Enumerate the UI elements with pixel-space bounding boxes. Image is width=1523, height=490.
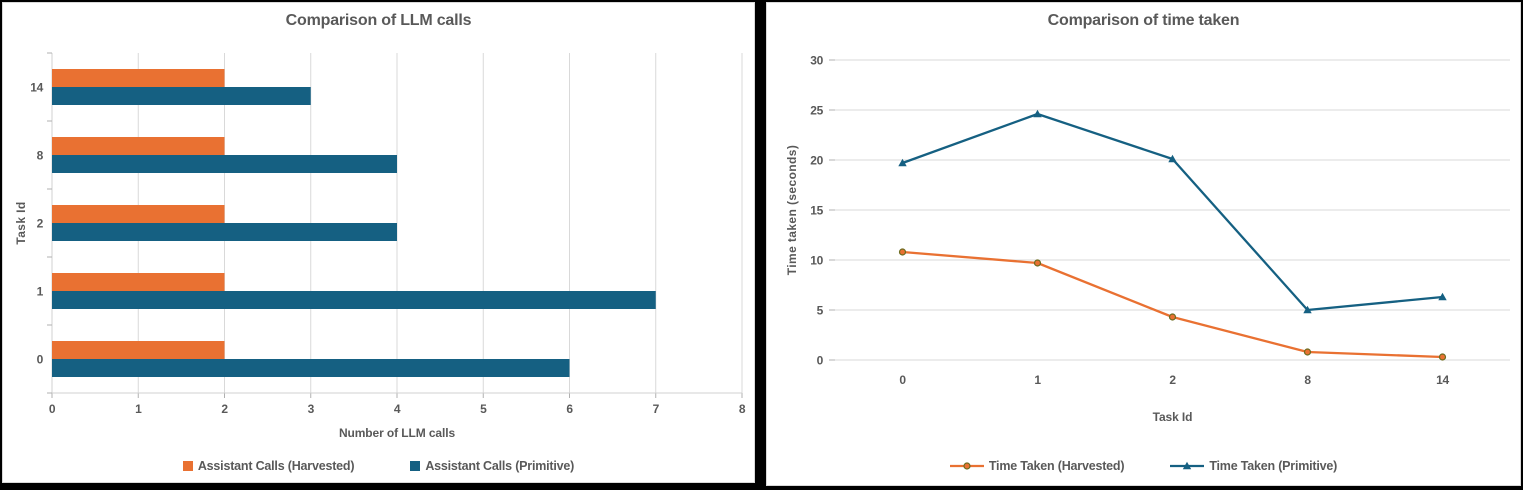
legend-item-primitive: Time Taken (Primitive) <box>1170 459 1337 473</box>
time-taken-chart-panel: Comparison of time taken 0 5 10 15 20 25 30 0 1 2… <box>766 2 1521 486</box>
tick-label: 0 <box>899 373 906 387</box>
line-plot-area: 0 5 10 15 20 25 30 0 1 2 8 14 <box>810 54 1510 387</box>
bar-primitive <box>52 155 397 173</box>
tick-label: 2 <box>37 217 44 231</box>
series-line <box>901 112 1444 312</box>
tick-label: 8 <box>1304 373 1311 387</box>
tick-label: 2 <box>1169 373 1176 387</box>
tick-label: 3 <box>308 402 315 416</box>
data-point-marker <box>1168 313 1177 321</box>
tick-label: 6 <box>566 402 573 416</box>
bar-primitive <box>52 359 570 377</box>
tick-label: 25 <box>810 104 823 118</box>
data-point-marker <box>1438 353 1447 361</box>
legend-swatch-icon <box>182 461 193 471</box>
tick-label: 20 <box>810 154 823 168</box>
tick-label: 8 <box>739 402 746 416</box>
bar-harvested <box>52 205 225 223</box>
chart-title: Comparison of LLM calls <box>285 12 472 29</box>
legend-line-marker-icon <box>1170 461 1205 470</box>
tick-label: 1 <box>1034 373 1041 387</box>
tick-label: 4 <box>394 402 401 416</box>
bar-harvested <box>52 273 225 291</box>
bar-harvested <box>52 137 225 155</box>
llm-calls-chart-panel: Comparison of LLM calls 0 1 2 8 14 0 1 2 3 4 5 6 7 8 … <box>2 2 755 483</box>
legend: Assistant Calls (Harvested) Assistant Cal… <box>3 459 754 473</box>
tick-label: 14 <box>1436 373 1449 387</box>
data-point-marker <box>1438 292 1447 301</box>
tick-label: 5 <box>817 304 824 318</box>
bar-primitive <box>52 291 656 309</box>
tick-label: 15 <box>810 204 823 218</box>
legend-item-harvested: Assistant Calls (Harvested) <box>182 459 355 473</box>
tick-label: 8 <box>37 149 44 163</box>
line-series-harvested <box>898 248 1447 361</box>
tick-label: 5 <box>480 402 487 416</box>
data-point-marker <box>1303 305 1312 314</box>
data-point-marker <box>1033 259 1042 267</box>
data-point-marker <box>898 248 907 256</box>
tick-label: 10 <box>810 254 823 268</box>
legend-label: Time Taken (Primitive) <box>1209 459 1338 473</box>
chart-title: Comparison of time taken <box>1047 12 1240 29</box>
legend-item-harvested: Time Taken (Harvested) <box>949 459 1125 473</box>
tick-label: 0 <box>817 354 824 368</box>
legend-swatch-icon <box>410 461 421 471</box>
bar-harvested <box>52 69 225 87</box>
legend-label: Time Taken (Harvested) <box>988 459 1125 473</box>
tick-label: 0 <box>49 402 56 416</box>
legend-label: Assistant Calls (Primitive) <box>425 459 575 473</box>
tick-label: 2 <box>221 402 228 416</box>
line-series-primitive <box>898 109 1447 314</box>
x-axis-title: Number of LLM calls <box>338 426 456 440</box>
legend: Time Taken (Harvested) Time Taken (Primit… <box>767 459 1520 473</box>
y-axis-title: Time taken (seconds) <box>785 144 799 276</box>
tick-label: 1 <box>37 285 44 299</box>
bar-primitive <box>52 87 311 105</box>
data-point-marker <box>898 158 907 167</box>
bar-series <box>52 69 656 377</box>
legend-item-primitive: Assistant Calls (Primitive) <box>410 459 574 473</box>
y-axis-title: Task Id <box>14 201 28 245</box>
tick-label: 30 <box>810 54 823 68</box>
data-point-marker <box>1033 109 1042 118</box>
data-point-marker <box>1303 348 1312 356</box>
x-axis-title: Task Id <box>1152 410 1193 424</box>
bar-harvested <box>52 341 225 359</box>
tick-label: 14 <box>30 81 43 95</box>
tick-label: 1 <box>135 402 142 416</box>
tick-label: 0 <box>37 353 44 367</box>
legend-label: Assistant Calls (Harvested) <box>197 459 355 473</box>
legend-line-marker-icon <box>949 462 984 470</box>
data-point-marker <box>1168 154 1177 163</box>
tick-label: 7 <box>653 402 660 416</box>
bar-primitive <box>52 223 397 241</box>
